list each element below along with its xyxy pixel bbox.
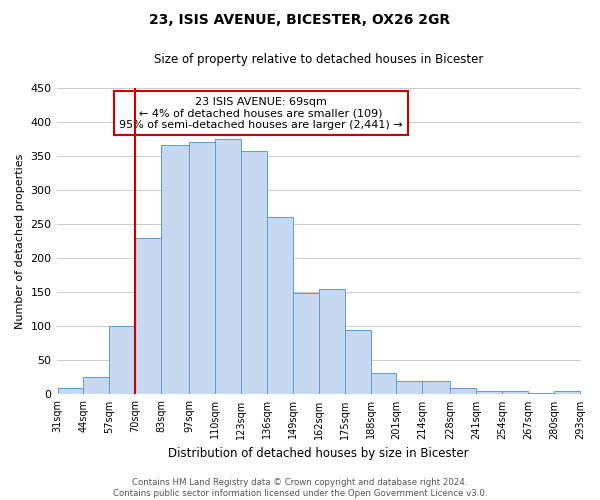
Title: Size of property relative to detached houses in Bicester: Size of property relative to detached ho… — [154, 52, 484, 66]
Bar — [83, 378, 109, 394]
Bar — [450, 388, 476, 394]
Bar — [344, 330, 371, 394]
Bar — [371, 372, 397, 394]
Bar — [554, 391, 580, 394]
Bar — [397, 381, 422, 394]
Bar — [58, 388, 83, 394]
Bar — [241, 151, 267, 394]
Y-axis label: Number of detached properties: Number of detached properties — [15, 154, 25, 328]
Bar — [422, 381, 450, 394]
Bar — [109, 326, 135, 394]
Bar — [135, 238, 161, 394]
Text: 23 ISIS AVENUE: 69sqm
← 4% of detached houses are smaller (109)
95% of semi-deta: 23 ISIS AVENUE: 69sqm ← 4% of detached h… — [119, 96, 403, 130]
Bar — [319, 288, 344, 395]
X-axis label: Distribution of detached houses by size in Bicester: Distribution of detached houses by size … — [169, 447, 469, 460]
Bar — [161, 146, 189, 394]
Bar — [502, 391, 528, 394]
Bar — [528, 393, 554, 394]
Bar — [215, 138, 241, 394]
Bar — [293, 294, 319, 394]
Bar — [267, 217, 293, 394]
Bar — [189, 142, 215, 395]
Bar — [476, 391, 502, 394]
Text: Contains HM Land Registry data © Crown copyright and database right 2024.
Contai: Contains HM Land Registry data © Crown c… — [113, 478, 487, 498]
Text: 23, ISIS AVENUE, BICESTER, OX26 2GR: 23, ISIS AVENUE, BICESTER, OX26 2GR — [149, 12, 451, 26]
